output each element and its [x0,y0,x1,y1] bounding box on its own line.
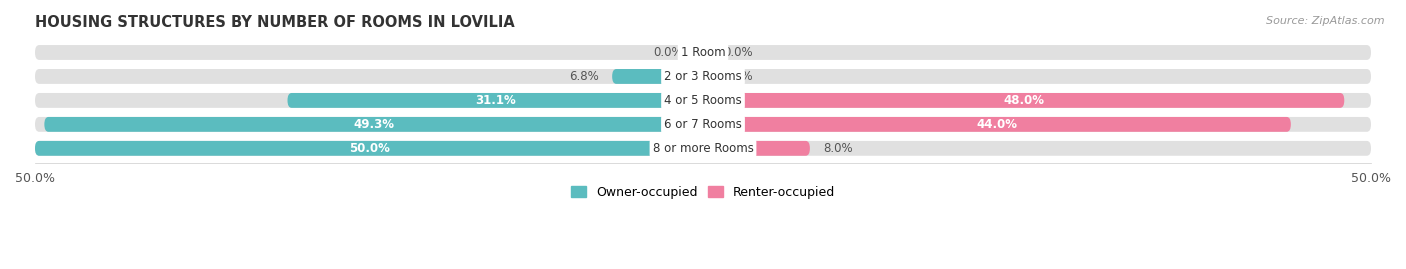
Text: 31.1%: 31.1% [475,94,516,107]
FancyBboxPatch shape [35,45,1371,60]
Text: 44.0%: 44.0% [976,118,1018,131]
FancyBboxPatch shape [703,117,1291,132]
FancyBboxPatch shape [35,141,1371,156]
Text: HOUSING STRUCTURES BY NUMBER OF ROOMS IN LOVILIA: HOUSING STRUCTURES BY NUMBER OF ROOMS IN… [35,15,515,30]
Text: 48.0%: 48.0% [1002,94,1045,107]
FancyBboxPatch shape [287,93,703,108]
FancyBboxPatch shape [35,93,1371,108]
FancyBboxPatch shape [35,69,1371,84]
Text: 6 or 7 Rooms: 6 or 7 Rooms [664,118,742,131]
FancyBboxPatch shape [35,141,703,156]
Text: 6.8%: 6.8% [569,70,599,83]
Text: 0.0%: 0.0% [654,46,683,59]
FancyBboxPatch shape [612,69,703,84]
Text: Source: ZipAtlas.com: Source: ZipAtlas.com [1267,16,1385,26]
Text: 8 or more Rooms: 8 or more Rooms [652,142,754,155]
FancyBboxPatch shape [35,117,1371,132]
FancyBboxPatch shape [45,117,703,132]
Legend: Owner-occupied, Renter-occupied: Owner-occupied, Renter-occupied [567,181,839,204]
FancyBboxPatch shape [703,141,810,156]
Text: 50.0%: 50.0% [349,142,389,155]
FancyBboxPatch shape [703,93,1344,108]
Text: 49.3%: 49.3% [353,118,394,131]
Text: 0.0%: 0.0% [723,70,752,83]
Text: 1 Room: 1 Room [681,46,725,59]
Text: 0.0%: 0.0% [723,46,752,59]
Text: 8.0%: 8.0% [824,142,853,155]
Text: 2 or 3 Rooms: 2 or 3 Rooms [664,70,742,83]
Text: 4 or 5 Rooms: 4 or 5 Rooms [664,94,742,107]
